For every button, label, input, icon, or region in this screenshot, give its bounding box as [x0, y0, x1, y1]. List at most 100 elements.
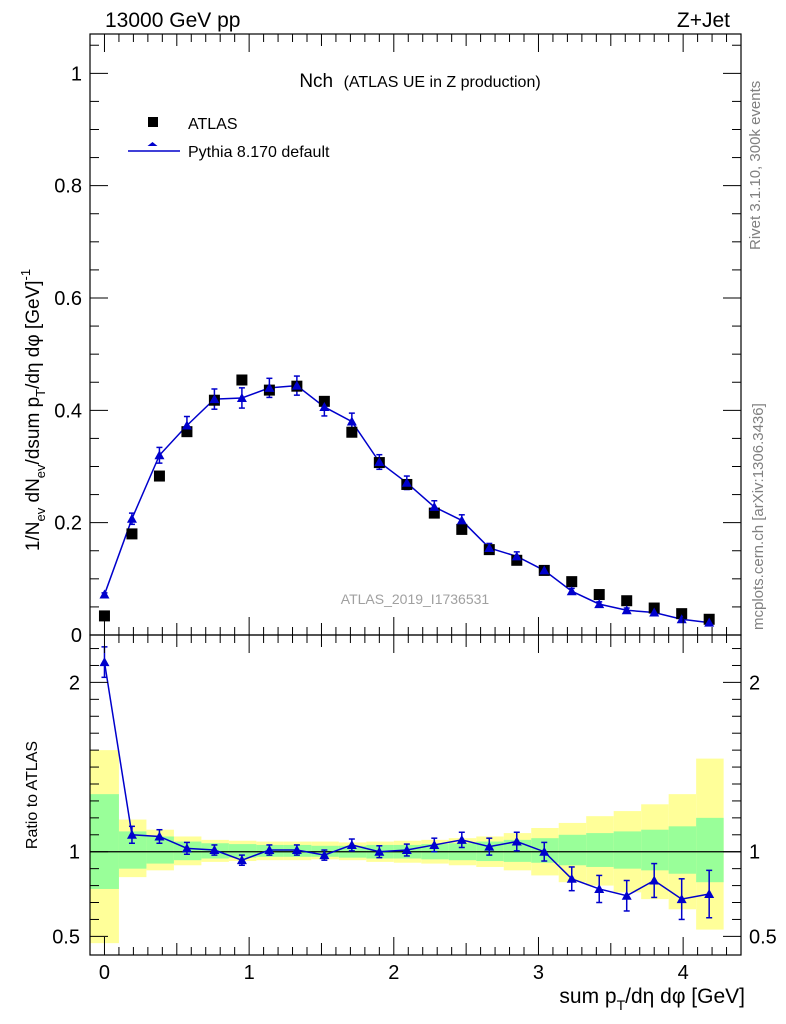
ratio-inner-band [586, 833, 614, 867]
main-ytick-label: 0.2 [54, 513, 82, 535]
atlas-data-point [346, 426, 358, 438]
main-ytick-label: 0.8 [54, 176, 82, 198]
atlas-data-point [181, 426, 193, 438]
mc-point [291, 380, 302, 390]
ratio-point [456, 834, 467, 844]
energy-label: 13000 GeV pp [105, 9, 240, 32]
ratio-point [429, 839, 440, 849]
atlas-data-point [236, 374, 248, 386]
ratio-inner-band [558, 834, 587, 866]
mc-point [676, 614, 687, 624]
ratio-point [209, 845, 220, 855]
ratio-point [374, 846, 385, 856]
ratio-inner-band [90, 794, 119, 889]
atlas-data-point [593, 589, 605, 601]
ratio-point [539, 846, 550, 856]
ratio-point [566, 873, 577, 883]
ratio-inner-band [228, 844, 257, 858]
mc-point [126, 513, 137, 523]
ratio-ytick-label-right: 0.5 [749, 926, 777, 948]
main-ylabel: 1/Nev dNev/dsum pT/dη dφ [GeV]-1 [18, 269, 48, 551]
mc-point [374, 457, 385, 467]
main-ytick-label: 0 [71, 625, 82, 647]
plot-title: Nch (ATLAS UE in Z production) [299, 71, 540, 92]
mc-point [99, 589, 110, 599]
main-ytick-label: 0.6 [54, 288, 82, 310]
ratio-ytick-label: 1 [69, 842, 80, 864]
x-tick-label: 0 [99, 962, 110, 984]
process-label: Z+Jet [677, 9, 730, 32]
mc-point [511, 551, 522, 561]
mc-point [704, 617, 715, 627]
legend-pythia-label: Pythia 8.170 default [188, 144, 330, 161]
rivet-label: Rivet 3.1.10, 300k events [747, 81, 764, 250]
legend-atlas-label: ATLAS [188, 116, 238, 133]
mc-point [236, 392, 247, 402]
ratio-point [401, 845, 412, 855]
mc-point [209, 394, 220, 404]
legend-atlas-marker [148, 117, 158, 127]
mc-point [649, 607, 660, 617]
main-ytick-label: 1 [71, 63, 82, 85]
ratio-panel: 0.5 0.5 1 1 2 2 0 1 2 3 4 [52, 634, 777, 984]
ratio-point [704, 889, 715, 899]
x-tick-label: 3 [533, 962, 544, 984]
plot-title-main: Nch [299, 71, 333, 92]
ratio-point [264, 845, 275, 855]
atlas-data-point [456, 523, 468, 535]
ratio-point [621, 890, 632, 900]
ratio-point [126, 829, 137, 839]
ratio-point [676, 894, 687, 904]
ratio-point [346, 839, 357, 849]
mc-point [566, 586, 577, 596]
x-tick-label: 1 [244, 962, 255, 984]
mc-series-line [103, 384, 710, 624]
mc-point [456, 515, 467, 525]
watermark: ATLAS_2019_I1736531 [341, 591, 490, 607]
ratio-point [319, 850, 330, 860]
atlas-data-point [566, 576, 578, 588]
ratio-point [236, 855, 247, 865]
legend: ATLAS Pythia 8.170 default [128, 116, 330, 161]
atlas-data-point [318, 395, 330, 407]
mc-point [539, 565, 550, 575]
ratio-ytick-label: 0.5 [52, 926, 80, 948]
mc-point [429, 501, 440, 511]
plot-title-sub: (ATLAS UE in Z production) [344, 74, 541, 91]
ratio-point [291, 845, 302, 855]
atlas-data-point [428, 507, 440, 519]
ratio-point [594, 883, 605, 893]
ratio-point [181, 843, 192, 853]
main-ytick-label: 0.4 [54, 400, 82, 422]
ratio-ytick-label-right: 1 [749, 842, 760, 864]
ratio-ylabel: Ratio to ATLAS [24, 741, 41, 849]
ratio-point [484, 841, 495, 851]
mc-point [401, 477, 412, 487]
mc-point [264, 382, 275, 392]
atlas-data-point [676, 608, 688, 620]
ratio-inner-band [613, 831, 642, 869]
mcplots-label: mcplots.cern.ch [arXiv:1306.3436] [750, 403, 767, 630]
x-axis-title: sum pT/dη dφ [GeV] [559, 985, 745, 1013]
mc-point [181, 420, 192, 430]
ratio-point [511, 836, 522, 846]
atlas-data-point [153, 470, 165, 482]
mc-point [346, 416, 357, 426]
ratio-point [154, 831, 165, 841]
atlas-data-point [126, 528, 138, 540]
ratio-point [649, 875, 660, 885]
ratio-ytick-label: 2 [69, 672, 80, 694]
mc-point [154, 450, 165, 460]
mc-point [621, 605, 632, 615]
ratio-frame [89, 634, 742, 956]
mc-point [484, 542, 495, 552]
ratio-point [99, 657, 110, 667]
legend-pythia-marker [147, 142, 158, 146]
main-panel: 0 0.2 0.4 0.6 0.8 1 [54, 33, 742, 647]
x-tick-label: 2 [388, 962, 399, 984]
atlas-data-point [621, 595, 633, 607]
atlas-data-point [98, 610, 110, 622]
ratio-ytick-label-right: 2 [749, 672, 760, 694]
ratio-inner-band [668, 826, 697, 874]
